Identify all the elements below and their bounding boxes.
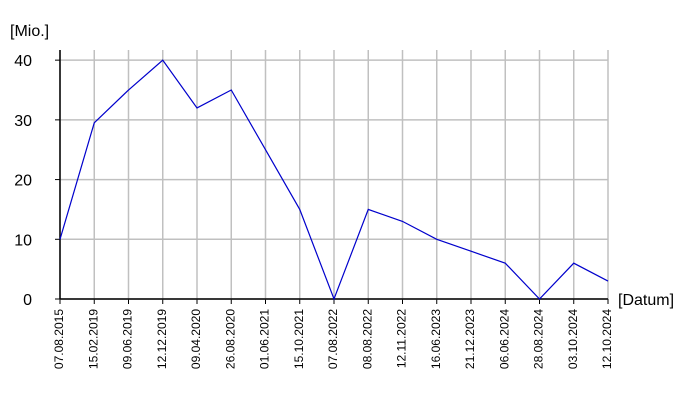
y-tick-label: 30 bbox=[14, 113, 32, 130]
x-tick-label: 15.10.2021 bbox=[292, 309, 306, 369]
x-tick-label: 12.11.2022 bbox=[395, 309, 409, 368]
x-tick-label: 09.06.2019 bbox=[121, 309, 135, 369]
y-tick-label: 0 bbox=[23, 292, 32, 309]
x-tick-label: 21.12.2023 bbox=[463, 309, 477, 369]
x-tick-label: 07.08.2015 bbox=[52, 309, 66, 369]
y-axis-label: [Mio.] bbox=[10, 23, 49, 40]
y-tick-label: 20 bbox=[14, 173, 32, 190]
x-tick-label: 12.10.2024 bbox=[600, 309, 614, 369]
x-tick-label: 01.06.2021 bbox=[258, 309, 272, 369]
x-tick-label: 16.06.2023 bbox=[429, 309, 443, 369]
x-tick-label: 09.04.2020 bbox=[189, 309, 203, 369]
x-tick-label: 03.10.2024 bbox=[566, 309, 580, 369]
y-tick-label: 40 bbox=[14, 53, 32, 70]
x-tick-label: 26.08.2020 bbox=[223, 309, 237, 369]
x-tick-label: 12.12.2019 bbox=[155, 309, 169, 369]
x-tick-label: 08.08.2022 bbox=[360, 309, 374, 369]
x-tick-label: 07.08.2022 bbox=[326, 309, 340, 369]
x-axis-label: [Datum] bbox=[618, 292, 674, 309]
x-tick-label: 06.06.2024 bbox=[497, 309, 511, 369]
x-tick-label: 28.08.2024 bbox=[532, 309, 546, 369]
y-tick-label: 10 bbox=[14, 232, 32, 249]
data-line bbox=[59, 59, 609, 301]
x-tick-label: 15.02.2019 bbox=[86, 309, 100, 369]
